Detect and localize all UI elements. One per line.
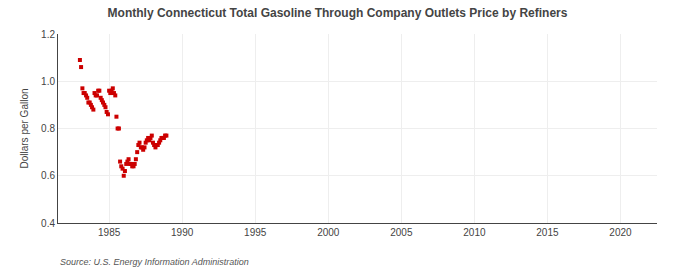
svg-text:Dollars per Gallon: Dollars per Gallon [19,88,30,168]
svg-text:1985: 1985 [98,227,121,238]
svg-text:2020: 2020 [609,227,632,238]
svg-text:0.8: 0.8 [41,123,55,134]
svg-text:2000: 2000 [317,227,340,238]
svg-text:1.0: 1.0 [41,76,55,87]
svg-text:2015: 2015 [536,227,559,238]
svg-text:1.2: 1.2 [41,29,55,40]
svg-text:Source: U.S. Energy Informatio: Source: U.S. Energy Information Administ… [60,257,249,267]
svg-text:1990: 1990 [171,227,194,238]
svg-text:Monthly Connecticut Total Gaso: Monthly Connecticut Total Gasoline Throu… [108,6,568,20]
svg-text:0.4: 0.4 [41,218,55,229]
svg-text:2010: 2010 [463,227,486,238]
svg-text:0.6: 0.6 [41,170,55,181]
svg-text:2005: 2005 [390,227,413,238]
svg-text:1995: 1995 [244,227,267,238]
